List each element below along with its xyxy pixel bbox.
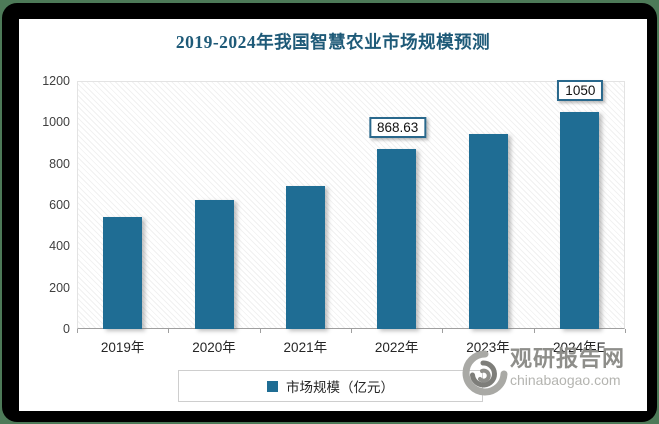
image-black-frame: 2019-2024年我国智慧农业市场规模预测 0 200 400 600 800 1000… bbox=[2, 3, 657, 422]
watermark: 观研报告网 chinabaogao.com bbox=[460, 346, 642, 398]
watermark-site-url: chinabaogao.com bbox=[510, 372, 621, 388]
x-axis-label: 2023年 bbox=[466, 340, 510, 355]
legend-color-swatch bbox=[267, 380, 278, 392]
y-tick-label: 800 bbox=[49, 156, 70, 171]
x-axis-label: 2022年 bbox=[374, 340, 419, 355]
bar-2022年 bbox=[377, 149, 417, 329]
value-label-2022年: 868.63 bbox=[369, 117, 427, 139]
bar-2020年 bbox=[194, 199, 234, 329]
bar-2021年 bbox=[285, 186, 325, 329]
y-tick-label: 0 bbox=[63, 322, 70, 336]
y-tick-label: 1200 bbox=[42, 74, 70, 88]
x-tick-mark bbox=[533, 329, 535, 333]
x-axis-label: 2020年 bbox=[192, 340, 236, 355]
x-axis-label: 2021年 bbox=[283, 340, 328, 355]
x-tick-mark bbox=[168, 329, 170, 333]
watermark-site-name: 观研报告网 bbox=[510, 346, 626, 371]
plot-area bbox=[77, 81, 625, 329]
bar-2023年 bbox=[468, 133, 508, 329]
watermark-texts: 观研报告网 chinabaogao.com bbox=[510, 346, 625, 388]
y-tick-label: 600 bbox=[49, 198, 70, 212]
x-tick-mark bbox=[351, 329, 352, 333]
legend-label: 市场规模（亿元） bbox=[286, 380, 394, 395]
x-tick-mark bbox=[625, 329, 626, 333]
x-tick-mark bbox=[259, 329, 261, 333]
bar-2024年E bbox=[559, 112, 599, 329]
y-tick-label: 400 bbox=[49, 239, 70, 254]
legend-box: 市场规模（亿元） bbox=[178, 370, 483, 402]
x-axis-label: 2024年E bbox=[553, 340, 606, 355]
x-tick-mark bbox=[442, 329, 444, 333]
bar-2019年 bbox=[103, 217, 143, 329]
x-tick-mark bbox=[77, 329, 78, 333]
x-axis-label: 2019年 bbox=[100, 340, 145, 355]
chart-canvas: 2019-2024年我国智慧农业市场规模预测 0 200 400 600 800 1000… bbox=[19, 19, 647, 411]
y-tick-label: 1000 bbox=[42, 115, 70, 130]
value-label-2024年E: 1050 bbox=[557, 80, 604, 101]
watermark-swirl-logo-icon bbox=[462, 350, 508, 396]
y-tick-label: 200 bbox=[49, 280, 70, 295]
chart-title: 2019-2024年我国智慧农业市场规模预测 bbox=[175, 32, 491, 52]
